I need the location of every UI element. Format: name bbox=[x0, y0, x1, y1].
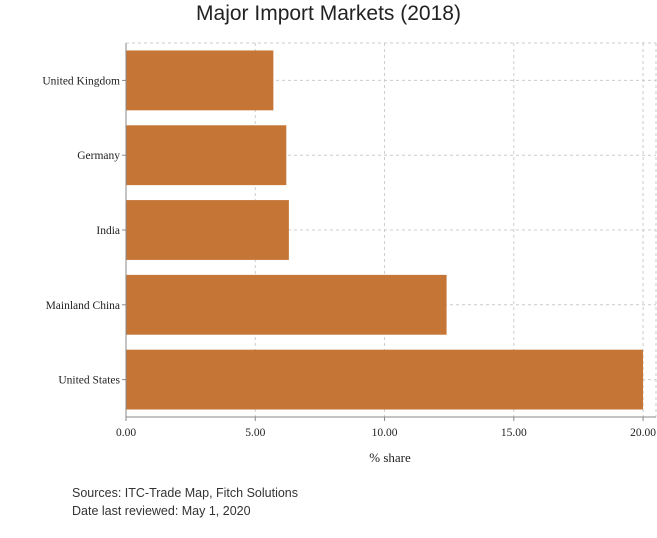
x-axis-label: % share bbox=[369, 450, 411, 465]
date-reviewed-note: Date last reviewed: May 1, 2020 bbox=[72, 504, 251, 518]
bar bbox=[126, 200, 289, 260]
x-tick-label: 15.00 bbox=[501, 427, 527, 439]
bar bbox=[126, 274, 447, 335]
bars bbox=[126, 50, 644, 410]
x-tick-label: 10.00 bbox=[372, 427, 398, 439]
x-tick-labels: 0.00 5.00 10.00 15.00 20.00 bbox=[116, 427, 656, 439]
y-tick-label: Germany bbox=[77, 150, 120, 162]
axes bbox=[122, 43, 656, 421]
chart-title: Major Import Markets (2018) bbox=[196, 2, 461, 25]
x-tick-label: 5.00 bbox=[245, 427, 265, 439]
x-tick-label: 0.00 bbox=[116, 427, 136, 439]
chart-footer: Sources: ITC-Trade Map, Fitch Solutions … bbox=[72, 484, 298, 520]
y-tick-labels: United Kingdom Germany India Mainland China… bbox=[42, 75, 120, 386]
sources-note: Sources: ITC-Trade Map, Fitch Solutions bbox=[72, 486, 299, 500]
bar bbox=[126, 349, 644, 410]
y-tick-label: United States bbox=[58, 375, 120, 387]
x-tick-label: 20.00 bbox=[630, 427, 656, 439]
bar-chart: United Kingdom Germany India Mainland China… bbox=[42, 42, 657, 465]
bar bbox=[126, 125, 287, 186]
bar bbox=[126, 50, 274, 111]
y-tick-label: India bbox=[96, 225, 120, 237]
y-tick-label: United Kingdom bbox=[42, 75, 120, 87]
y-tick-label: Mainland China bbox=[46, 300, 120, 312]
